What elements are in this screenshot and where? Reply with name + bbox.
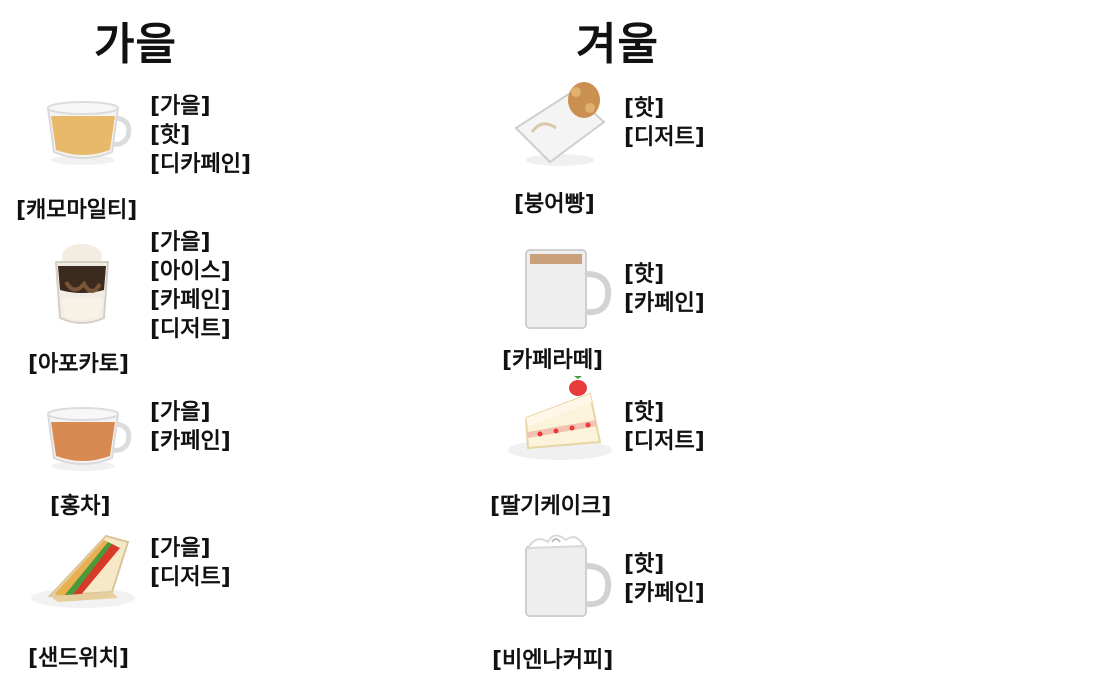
tag-label: [핫] [150, 123, 191, 148]
tag-label: [가을] [150, 94, 211, 119]
tag-label: [아이스] [150, 259, 231, 284]
tag-label: [디카페인] [150, 152, 252, 177]
tag-label: [카페인] [624, 291, 705, 316]
tag-label: [핫] [624, 262, 665, 287]
tag-label: [디저트] [624, 429, 705, 454]
tag-label: [카페인] [624, 581, 705, 606]
item-name: [샌드위치] [28, 646, 130, 671]
item-name: [비엔나커피] [492, 648, 614, 673]
item-name: [카페라떼] [502, 348, 604, 373]
tag-label: [핫] [624, 96, 665, 121]
tag-label: [가을] [150, 230, 211, 255]
tag-label: [가을] [150, 400, 211, 425]
tag-label: [가을] [150, 536, 211, 561]
strawberry-cake-icon [504, 376, 612, 468]
tag-label: [핫] [624, 400, 665, 425]
item-name: [붕어빵] [514, 192, 595, 217]
item-name: [홍차] [50, 494, 111, 519]
black-tea-cup-icon [38, 396, 138, 488]
item-name: [캐모마일티] [16, 198, 138, 223]
chamomile-tea-cup-icon [38, 90, 138, 182]
autumn-title: 가을 [94, 19, 177, 70]
tag-label: [디저트] [150, 565, 231, 590]
cafe-latte-mug-icon [522, 244, 622, 336]
winter-title: 겨울 [576, 19, 659, 70]
tag-label: [디저트] [624, 125, 705, 150]
tag-label: [핫] [624, 552, 665, 577]
tag-label: [카페인] [150, 429, 231, 454]
fish-bread-bag-icon [512, 78, 612, 170]
vienna-coffee-mug-icon [522, 530, 622, 622]
item-name: [딸기케이크] [490, 494, 612, 519]
tag-label: [카페인] [150, 288, 231, 313]
tag-label: [디저트] [150, 317, 231, 342]
affogato-glass-icon [44, 238, 144, 330]
sandwich-icon [28, 532, 135, 624]
item-name: [아포카토] [28, 352, 130, 377]
